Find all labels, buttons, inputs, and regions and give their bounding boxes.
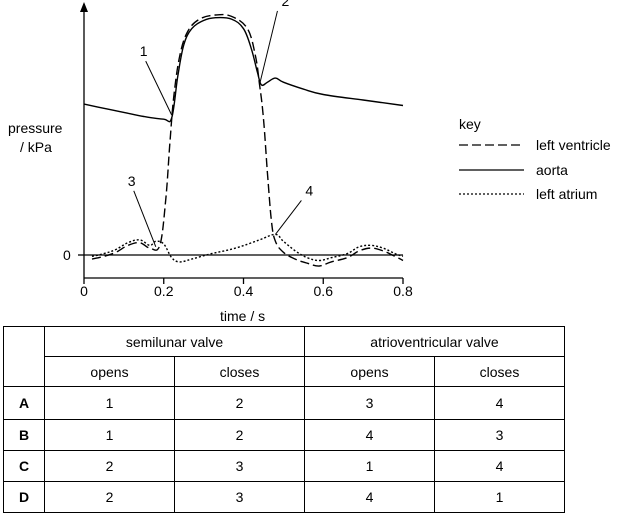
table-header-row: semilunar valve atrioventricular valve	[3, 326, 565, 387]
table-cell: 1	[304, 450, 435, 482]
x-tick-label: 0	[80, 283, 88, 299]
table-cell: 2	[174, 419, 305, 451]
table-cell: 4	[304, 481, 435, 513]
x-axis-title: time / s	[220, 308, 265, 324]
y-axis-title: pressure / kPa	[8, 120, 63, 155]
table-cell: 3	[174, 481, 305, 513]
header-atrioventricular-valve: atrioventricular valve	[304, 326, 565, 357]
row-label: A	[3, 386, 45, 420]
table-row-b: B 1 2 4 3	[3, 419, 565, 451]
header-semilunar-valve: semilunar valve	[44, 326, 305, 357]
table-row-c: C 2 3 1 4	[3, 450, 565, 482]
table-cell: 4	[304, 419, 435, 451]
table-cell: 1	[44, 419, 175, 451]
legend-title: key	[459, 116, 481, 132]
legend-label-left-ventricle: left ventricle	[536, 137, 611, 153]
answer-table: semilunar valve atrioventricular valve o…	[3, 326, 565, 513]
table-corner-cell	[3, 326, 45, 387]
subheader-atrioventricular-closes: closes	[434, 356, 565, 387]
legend-label-left-atrium: left atrium	[536, 186, 597, 202]
subheader-semilunar-closes: closes	[174, 356, 305, 387]
legend: key left ventricle aorta left atrium	[459, 116, 611, 202]
table-row-d: D 2 3 4 1	[3, 481, 565, 513]
x-tick-label: 0.4	[234, 283, 254, 299]
table-cell: 2	[44, 450, 175, 482]
row-label: D	[3, 481, 45, 513]
table-cell: 4	[434, 386, 565, 420]
annotation-leader	[258, 10, 278, 86]
table-cell: 1	[44, 386, 175, 420]
x-tick-label: 0.6	[314, 283, 334, 299]
legend-label-aorta: aorta	[536, 162, 568, 178]
annotation-leader	[145, 60, 173, 116]
table-cell: 3	[434, 419, 565, 451]
row-label: B	[3, 419, 45, 451]
table-cell: 4	[434, 450, 565, 482]
x-tick-label: 0.8	[393, 283, 413, 299]
table-cell: 2	[44, 481, 175, 513]
annotation-label: 2	[281, 0, 289, 9]
y-tick-label: 0	[63, 247, 71, 263]
pressure-chart: 0 0 0.2 0.4 0.6 0.8 1 2 3 4 pressure / kPa time …	[8, 0, 611, 324]
annotation-leader	[133, 190, 157, 247]
y-axis-arrow-icon	[80, 2, 88, 12]
annotation-label: 3	[128, 173, 136, 189]
series-line-left-ventricle	[91, 13, 404, 267]
x-tick-label: 0.2	[154, 283, 174, 299]
annotation-label: 4	[305, 182, 313, 198]
subheader-atrioventricular-opens: opens	[304, 356, 435, 387]
table-subheader-row: opens closes opens closes	[4, 356, 565, 387]
subheader-semilunar-opens: opens	[44, 356, 175, 387]
row-label: C	[3, 450, 45, 482]
table-cell: 1	[434, 481, 565, 513]
series-line-aorta	[83, 16, 404, 123]
table-row-a: A 1 2 3 4	[3, 386, 565, 420]
table-cell: 3	[174, 450, 305, 482]
table-cell: 2	[174, 386, 305, 420]
table-cell: 3	[304, 386, 435, 420]
annotation-leader	[275, 200, 302, 235]
series-line-left-atrium	[91, 233, 404, 263]
annotation-label: 1	[140, 43, 148, 59]
